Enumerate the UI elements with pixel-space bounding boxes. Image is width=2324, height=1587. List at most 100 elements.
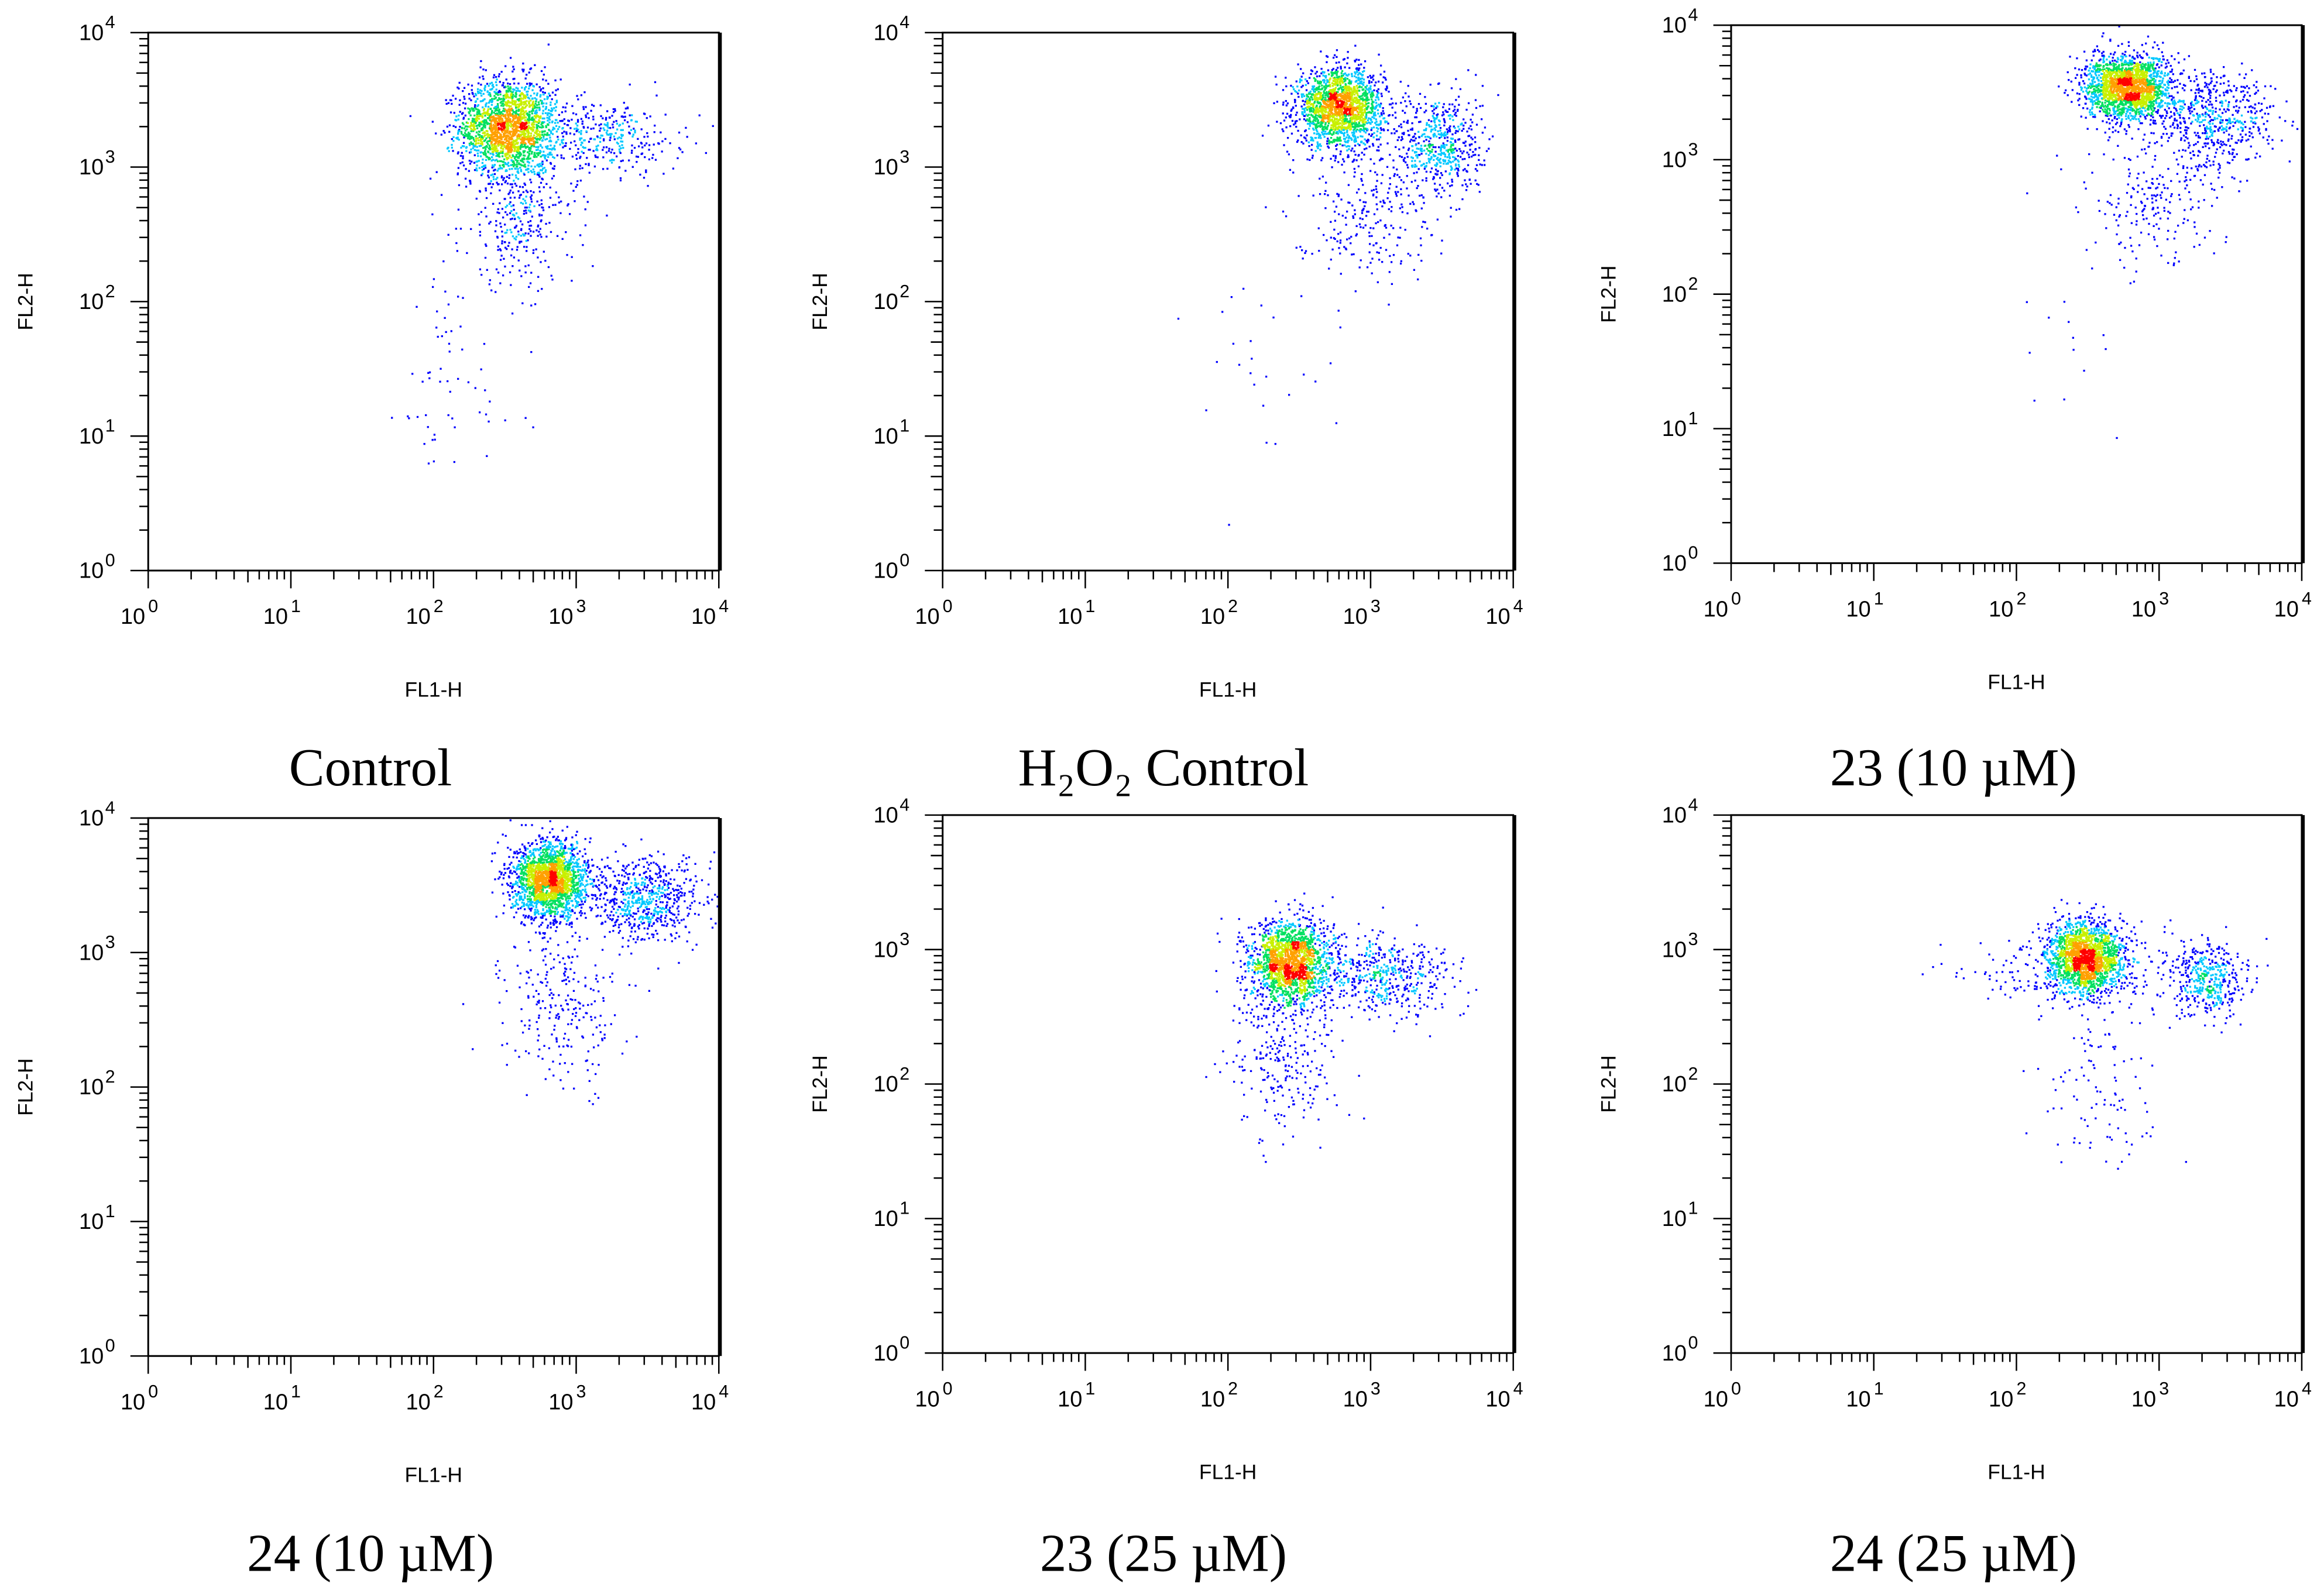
event-dot — [1320, 88, 1321, 90]
event-dot — [647, 136, 648, 138]
event-dot — [552, 204, 554, 206]
event-dot — [597, 156, 599, 158]
event-dot — [1426, 139, 1427, 140]
event-dot — [490, 116, 492, 118]
event-dot — [1338, 114, 1340, 116]
event-dot — [561, 111, 563, 113]
event-dot — [1423, 140, 1424, 142]
event-dot — [1346, 63, 1348, 64]
event-dot — [622, 147, 624, 149]
event-dot — [1379, 104, 1381, 106]
event-dot — [543, 137, 544, 139]
event-dot — [520, 99, 521, 101]
event-dot — [521, 116, 523, 118]
event-dot — [503, 82, 504, 84]
event-dot — [519, 138, 520, 139]
event-dot — [1333, 94, 1334, 95]
event-dot — [461, 127, 463, 129]
event-dot — [465, 168, 466, 170]
event-dot — [476, 198, 478, 200]
event-dot — [1351, 123, 1353, 125]
event-dot — [1329, 120, 1330, 122]
event-dot — [497, 103, 499, 105]
event-dot — [1352, 126, 1354, 128]
event-dot — [509, 201, 511, 203]
event-dot — [1312, 115, 1313, 116]
event-dot — [503, 95, 504, 97]
event-dot — [1324, 75, 1326, 77]
event-dot — [482, 78, 484, 80]
event-dot — [506, 176, 508, 178]
event-dot — [497, 183, 499, 185]
event-dot — [1343, 135, 1345, 136]
event-dot — [469, 135, 471, 137]
event-dot — [1358, 116, 1360, 118]
event-dot — [1382, 128, 1384, 130]
event-dot — [557, 235, 558, 237]
event-dot — [1310, 139, 1312, 141]
event-dot — [488, 157, 490, 159]
event-dot — [471, 89, 473, 91]
event-dot — [500, 259, 502, 260]
event-dot — [515, 114, 517, 116]
event-dot — [462, 112, 464, 114]
event-dot — [491, 119, 493, 121]
event-dot — [515, 95, 517, 97]
event-dot — [544, 260, 546, 262]
event-dot — [1478, 159, 1479, 161]
event-dot — [1326, 140, 1328, 142]
event-dot — [609, 117, 610, 119]
event-dot — [538, 104, 540, 105]
event-dot — [542, 91, 544, 93]
event-dot — [1381, 114, 1382, 115]
event-dot — [480, 211, 482, 213]
event-dot — [430, 178, 431, 180]
event-dot — [522, 63, 524, 64]
event-dot — [496, 109, 497, 111]
event-dot — [477, 88, 479, 90]
event-dot — [507, 83, 509, 84]
event-dot — [1345, 146, 1347, 147]
event-dot — [1369, 75, 1371, 77]
event-dot — [503, 129, 505, 131]
event-dot — [1329, 142, 1330, 143]
event-dot — [1306, 80, 1308, 82]
event-dot — [1360, 63, 1362, 65]
event-dot — [1325, 83, 1327, 85]
event-dot — [504, 122, 506, 123]
event-dot — [519, 197, 520, 198]
event-dot — [493, 86, 495, 88]
event-dot — [513, 160, 514, 162]
event-dot — [1330, 93, 1331, 95]
event-dot — [488, 152, 489, 153]
event-dot — [1336, 56, 1337, 58]
event-dot — [435, 132, 437, 134]
event-dot — [485, 138, 487, 139]
event-dot — [1462, 158, 1464, 160]
event-dot — [1343, 91, 1344, 92]
event-dot — [497, 117, 499, 119]
event-dot — [1334, 119, 1336, 121]
event-dot — [496, 177, 498, 178]
event-dot — [504, 162, 506, 164]
event-dot — [1403, 146, 1405, 148]
event-dot — [490, 180, 492, 182]
event-dot — [1326, 133, 1327, 135]
event-dot — [553, 175, 555, 177]
event-dot — [541, 126, 543, 128]
event-dot — [494, 164, 496, 166]
event-dot — [550, 104, 551, 106]
event-dot — [558, 201, 560, 203]
event-dot — [600, 104, 602, 106]
event-dot — [503, 108, 504, 109]
event-dot — [1373, 136, 1375, 138]
event-dot — [521, 160, 523, 162]
event-dot — [531, 215, 533, 217]
event-dot — [1414, 133, 1416, 135]
event-dot — [537, 142, 538, 143]
event-dot — [530, 166, 532, 167]
event-dot — [1354, 71, 1355, 73]
event-dot — [495, 291, 496, 293]
event-dot — [1314, 137, 1316, 139]
event-dot — [527, 135, 529, 136]
